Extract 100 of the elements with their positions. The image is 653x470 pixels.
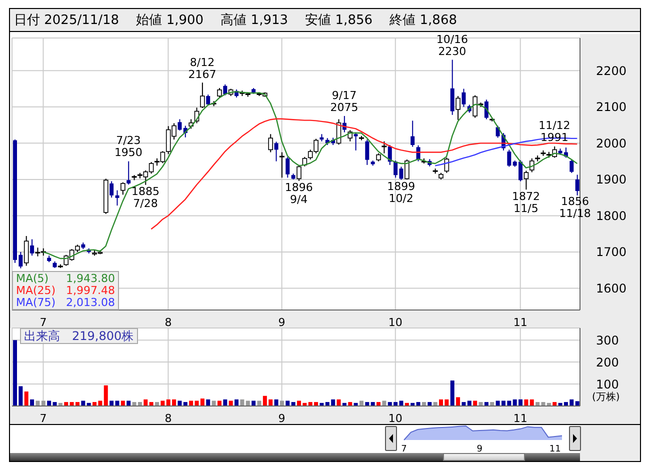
annotation: 1,943.80	[66, 272, 115, 285]
annotation: 8/12 2167	[187, 56, 218, 81]
bar	[450, 380, 454, 406]
candlestick	[575, 174, 580, 196]
annotation: 7/23 1950	[113, 134, 144, 160]
y-tick-label: 2100	[596, 100, 627, 114]
annotation: 10/16 2230	[435, 32, 470, 58]
bar	[228, 400, 233, 406]
bar	[206, 399, 210, 406]
bar	[36, 400, 40, 406]
candlestick	[450, 59, 454, 116]
bar	[252, 400, 256, 406]
y-tick-label: 2200	[596, 64, 627, 78]
bar	[530, 399, 534, 406]
x-tick-label: 7	[401, 444, 407, 454]
x-tick-label: 8	[164, 412, 172, 425]
bar	[120, 400, 125, 406]
bar	[359, 400, 364, 406]
x-tick-label: 11	[513, 316, 528, 329]
bar	[81, 400, 86, 406]
candlestick	[178, 118, 182, 131]
bar	[274, 399, 278, 406]
bar	[336, 399, 341, 406]
y-tick-label: 1900	[596, 172, 627, 187]
candlestick	[410, 120, 415, 148]
annotation: 1,997.48	[66, 284, 115, 297]
bar	[126, 400, 131, 406]
bar	[178, 400, 182, 406]
bar	[30, 399, 34, 406]
bar	[456, 397, 460, 406]
candlestick	[120, 182, 126, 196]
bar	[217, 400, 222, 406]
candlestick	[456, 96, 460, 120]
text: MA(75)	[16, 296, 57, 309]
y-tick-label: 100	[596, 377, 619, 392]
bar	[246, 400, 250, 406]
bar	[473, 400, 478, 406]
bar	[104, 385, 108, 406]
y-tick-label: 200	[596, 355, 619, 370]
bar	[234, 399, 239, 406]
candlestick	[126, 160, 131, 186]
bar	[286, 400, 290, 406]
candlestick	[274, 141, 278, 162]
chart-title: 出来高 219,800株	[20, 328, 138, 344]
candlestick	[110, 180, 114, 198]
y-tick-label: 1600	[596, 282, 627, 296]
x-tick-label: 10	[388, 316, 402, 329]
annotation: 9/17 2075	[329, 88, 360, 114]
annotation: 1885 7/28	[130, 184, 160, 210]
annotation: 1899 10/2	[386, 180, 416, 205]
x-tick-label: 11	[513, 412, 528, 425]
bar	[24, 392, 28, 406]
candlestick	[30, 238, 34, 256]
y-axis-title: (万株)	[592, 390, 620, 404]
bar	[280, 400, 284, 406]
candlestick	[279, 152, 284, 178]
bar	[524, 399, 528, 406]
bar	[212, 400, 216, 406]
candlestick	[296, 164, 302, 182]
candlestick	[115, 190, 120, 206]
candlestick	[217, 88, 222, 98]
bar	[144, 399, 148, 406]
annotation: 1872 11/5	[511, 190, 542, 215]
text: MA(25)	[16, 284, 57, 297]
chart-title: 日付 2025/11/18 始値 1,900 高値 1,913 安値 1,856 終値 1,868	[10, 9, 640, 32]
x-tick-label: 9	[278, 412, 286, 425]
candlestick	[286, 156, 290, 178]
candlestick	[365, 139, 370, 166]
candlestick	[570, 158, 574, 174]
candlestick	[354, 132, 358, 151]
candlestick	[223, 84, 228, 96]
x-tick-label: 9	[476, 444, 483, 454]
annotation: 2,013.08	[66, 296, 115, 309]
series-label: MA(5)	[16, 272, 50, 285]
y-tick-label: 1800	[596, 208, 627, 223]
candlestick	[462, 88, 466, 108]
x-tick-label: 8	[164, 316, 172, 329]
candlestick	[268, 134, 273, 153]
bar	[382, 400, 386, 406]
bar	[575, 401, 580, 406]
x-tick-label: 7	[40, 412, 47, 425]
bar	[467, 400, 472, 406]
bar	[47, 400, 52, 406]
annotation: 1896 9/4	[284, 180, 314, 206]
bar	[240, 399, 244, 406]
x-tick-label: 9	[278, 316, 286, 329]
y-tick-label: 1700	[596, 245, 627, 260]
y-tick-label: 300	[596, 333, 619, 348]
candlestick	[507, 149, 512, 168]
candlestick	[382, 140, 387, 154]
candlestick	[24, 236, 29, 266]
bar	[160, 400, 165, 406]
bar	[223, 399, 228, 406]
x-tick-label: 11	[549, 444, 561, 454]
bar	[257, 400, 262, 406]
candlestick	[200, 82, 205, 108]
candlestick	[524, 170, 529, 190]
x-tick-label: 7	[40, 316, 47, 329]
x-tick-label: 10	[388, 412, 402, 425]
y-tick-label: 2000	[596, 136, 627, 150]
